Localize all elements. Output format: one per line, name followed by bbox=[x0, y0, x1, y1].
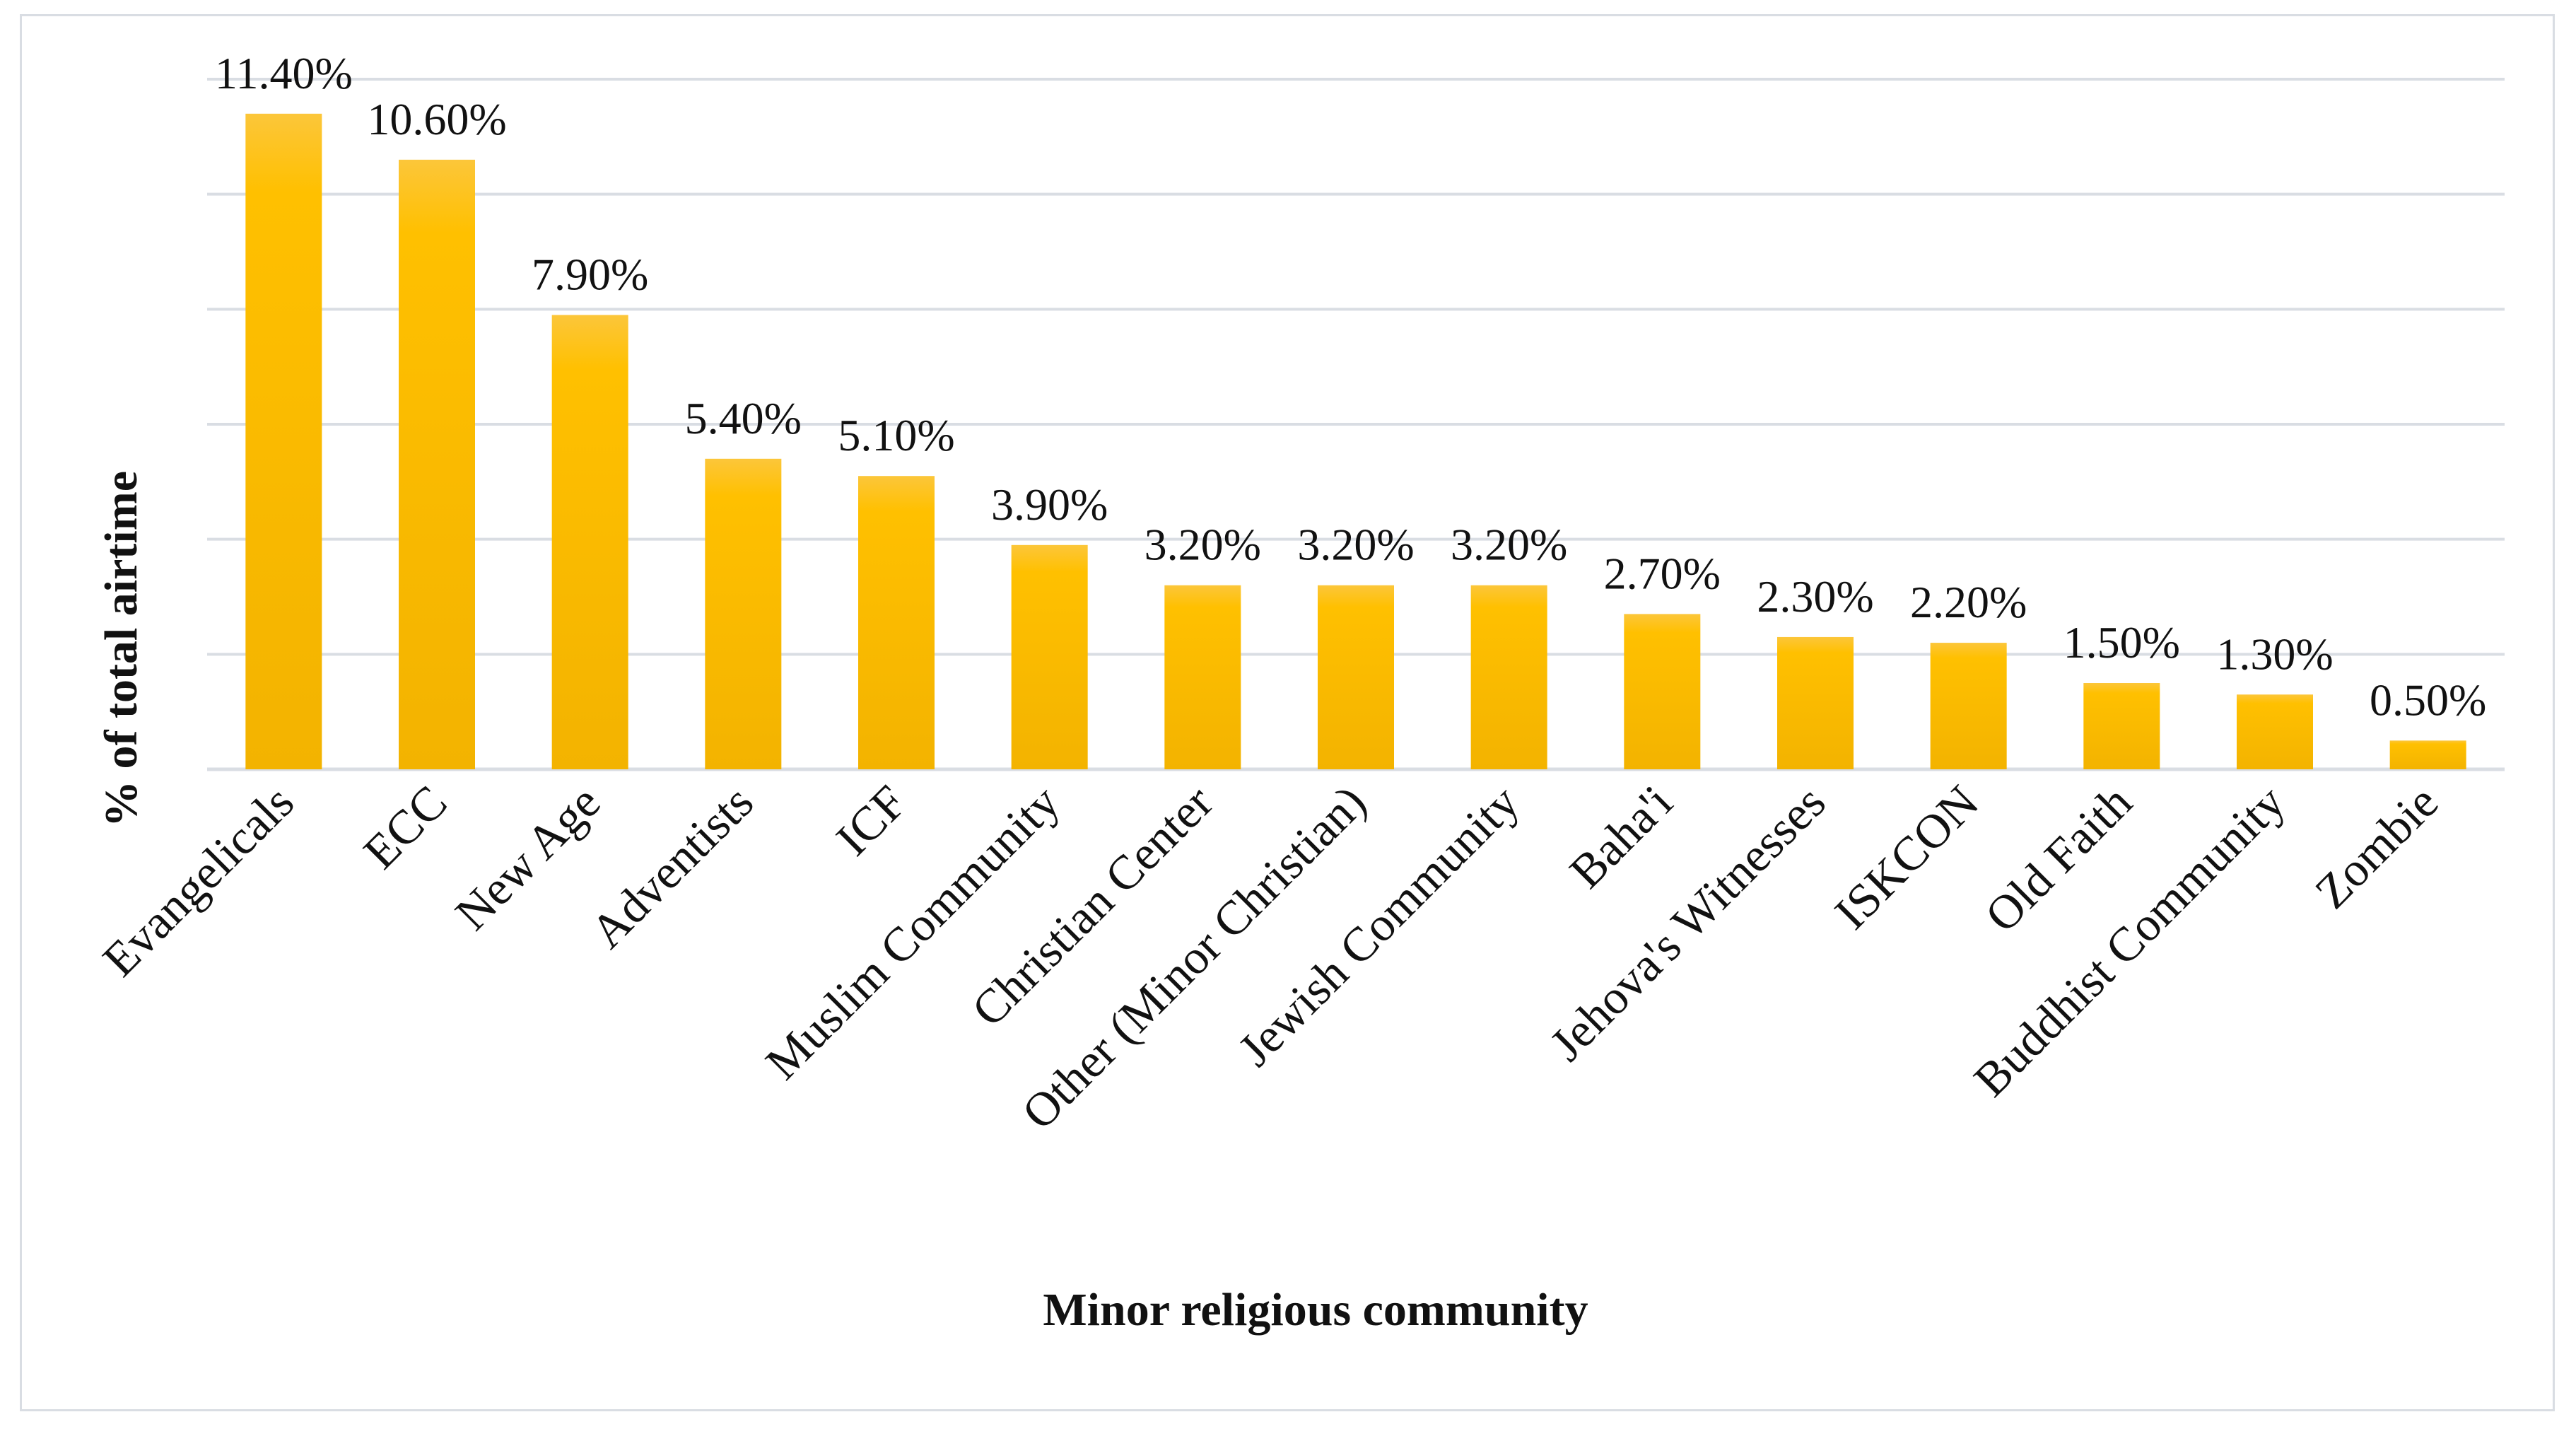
x-tick-label: Adventists bbox=[580, 775, 763, 958]
x-tick-label: Baha'i bbox=[1559, 775, 1682, 899]
data-label: 2.70% bbox=[1604, 548, 1721, 598]
bar-10 bbox=[1777, 636, 1854, 769]
bar-7 bbox=[1318, 585, 1394, 769]
x-tick-label: Jewish Community bbox=[1228, 775, 1529, 1076]
bar-0 bbox=[245, 113, 322, 770]
x-tick-label: Jehova's Witnesses bbox=[1540, 775, 1836, 1071]
data-label: 3.20% bbox=[1297, 520, 1414, 570]
x-tick-label: ECC bbox=[353, 775, 457, 879]
data-label: 5.40% bbox=[685, 393, 802, 443]
x-tick-label: ISKCON bbox=[1825, 775, 1989, 940]
data-label: 11.40% bbox=[215, 48, 353, 98]
x-tick-label: Zombie bbox=[2305, 775, 2448, 918]
bar-2 bbox=[551, 315, 628, 769]
data-label: 3.90% bbox=[991, 479, 1108, 530]
data-label: 7.90% bbox=[532, 249, 648, 299]
bar-4 bbox=[858, 476, 935, 769]
data-label: 3.20% bbox=[1451, 520, 1567, 570]
data-label: 10.60% bbox=[367, 94, 506, 144]
bar-8 bbox=[1470, 585, 1547, 769]
bar-5 bbox=[1011, 544, 1088, 769]
bar-1 bbox=[399, 159, 475, 769]
data-labels: 11.40% 10.60% 7.90% 5.40% 5.10% 3.90% 3.20% 3.2… bbox=[215, 48, 2486, 725]
data-label: 2.30% bbox=[1757, 571, 1873, 622]
data-label: 5.10% bbox=[838, 410, 954, 460]
bar-6 bbox=[1164, 585, 1241, 769]
x-tick-label: ICF bbox=[826, 775, 917, 866]
chart-frame: 11.40% 10.60% 7.90% 5.40% 5.10% 3.90% 3.20% 3.2… bbox=[20, 14, 2555, 1411]
x-axis-title: Minor religious community bbox=[1043, 1284, 1588, 1336]
x-tick-label: Muslim Community bbox=[755, 775, 1070, 1090]
data-label: 1.50% bbox=[2063, 617, 2180, 667]
y-axis-title: % of total airtime bbox=[95, 471, 147, 827]
bar-chart: 11.40% 10.60% 7.90% 5.40% 5.10% 3.90% 3.20% 3.2… bbox=[93, 48, 2505, 1336]
bar-13 bbox=[2237, 694, 2313, 769]
data-label: 1.30% bbox=[2216, 629, 2333, 679]
bar-14 bbox=[2389, 740, 2466, 769]
data-label: 3.20% bbox=[1144, 520, 1261, 570]
data-label: 0.50% bbox=[2370, 675, 2486, 725]
bar-12 bbox=[2083, 683, 2160, 769]
bar-3 bbox=[705, 458, 782, 769]
bars bbox=[245, 113, 2466, 770]
data-label: 2.20% bbox=[1910, 577, 2027, 627]
bar-11 bbox=[1930, 643, 2007, 769]
bar-9 bbox=[1624, 614, 1701, 769]
